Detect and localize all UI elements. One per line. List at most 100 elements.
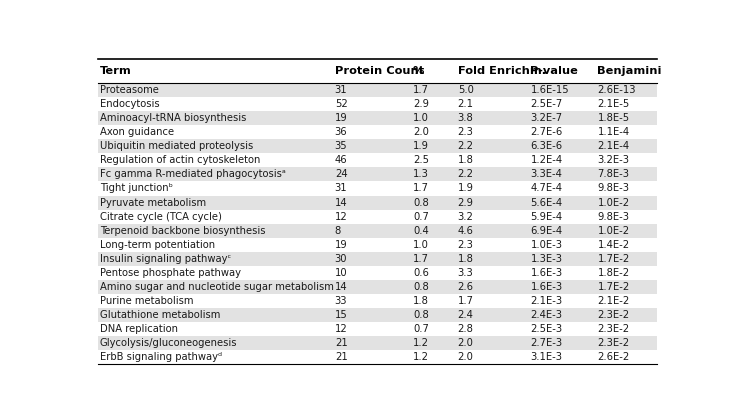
- Text: 1.8E-2: 1.8E-2: [598, 268, 629, 278]
- Text: 3.3E-4: 3.3E-4: [531, 169, 562, 179]
- Text: 1.8E-5: 1.8E-5: [598, 113, 629, 123]
- Bar: [98, 195, 657, 210]
- Text: 2.3E-2: 2.3E-2: [598, 324, 629, 334]
- Text: 1.7: 1.7: [413, 254, 429, 264]
- Text: Endocytosis: Endocytosis: [100, 99, 160, 109]
- Text: Ubiquitin mediated proteolysis: Ubiquitin mediated proteolysis: [100, 141, 253, 151]
- Text: Axon guidance: Axon guidance: [100, 127, 174, 137]
- Text: 1.8: 1.8: [458, 155, 473, 165]
- Text: 33: 33: [335, 296, 347, 306]
- Bar: [98, 167, 657, 181]
- Text: 1.3: 1.3: [413, 169, 429, 179]
- Text: 1.0E-2: 1.0E-2: [598, 197, 629, 208]
- Text: 12: 12: [335, 211, 347, 222]
- Text: 2.3: 2.3: [458, 127, 473, 137]
- Text: 19: 19: [335, 240, 347, 250]
- Text: 2.1E-2: 2.1E-2: [598, 296, 630, 306]
- Text: 2.7E-3: 2.7E-3: [531, 338, 562, 348]
- Text: 7.8E-3: 7.8E-3: [598, 169, 629, 179]
- Text: 9.8E-3: 9.8E-3: [598, 211, 629, 222]
- Text: 14: 14: [335, 282, 347, 292]
- Text: 1.7E-2: 1.7E-2: [598, 254, 630, 264]
- Text: 21: 21: [335, 338, 347, 348]
- Text: 2.6E-13: 2.6E-13: [598, 85, 636, 95]
- Text: 1.0: 1.0: [413, 113, 429, 123]
- Text: 1.4E-2: 1.4E-2: [598, 240, 629, 250]
- Text: 0.8: 0.8: [413, 197, 429, 208]
- Text: Terpenoid backbone biosynthesis: Terpenoid backbone biosynthesis: [100, 226, 266, 236]
- Text: 2.1E-5: 2.1E-5: [598, 99, 630, 109]
- Text: 31: 31: [335, 85, 347, 95]
- Text: 2.9: 2.9: [413, 99, 429, 109]
- Text: 0.8: 0.8: [413, 282, 429, 292]
- Text: 5.0: 5.0: [458, 85, 473, 95]
- Text: 1.7: 1.7: [413, 85, 429, 95]
- Text: 30: 30: [335, 254, 347, 264]
- Text: Insulin signaling pathwayᶜ: Insulin signaling pathwayᶜ: [100, 254, 231, 264]
- Text: 2.2: 2.2: [458, 169, 474, 179]
- Text: 4.7E-4: 4.7E-4: [531, 183, 562, 194]
- Text: 1.8: 1.8: [458, 254, 473, 264]
- Text: 2.9: 2.9: [458, 197, 474, 208]
- Bar: [98, 224, 657, 238]
- Text: 3.2: 3.2: [458, 211, 473, 222]
- Text: Long-term potentiation: Long-term potentiation: [100, 240, 215, 250]
- Text: 2.1E-4: 2.1E-4: [598, 141, 629, 151]
- Text: 2.7E-6: 2.7E-6: [531, 127, 562, 137]
- Text: 0.8: 0.8: [413, 310, 429, 320]
- Text: Fc gamma R-mediated phagocytosisᵃ: Fc gamma R-mediated phagocytosisᵃ: [100, 169, 286, 179]
- Text: 1.3E-3: 1.3E-3: [531, 254, 562, 264]
- Text: 31: 31: [335, 183, 347, 194]
- Text: 3.2E-3: 3.2E-3: [598, 155, 629, 165]
- Text: 3.3: 3.3: [458, 268, 473, 278]
- Text: Purine metabolism: Purine metabolism: [100, 296, 194, 306]
- Text: 36: 36: [335, 127, 347, 137]
- Text: 10: 10: [335, 268, 347, 278]
- Text: Term: Term: [100, 66, 132, 76]
- Text: 2.1E-3: 2.1E-3: [531, 296, 562, 306]
- Text: 3.8: 3.8: [458, 113, 473, 123]
- Text: 2.8: 2.8: [458, 324, 473, 334]
- Text: 3.1E-3: 3.1E-3: [531, 352, 562, 362]
- Text: DNA replication: DNA replication: [100, 324, 178, 334]
- Text: 2.5: 2.5: [413, 155, 429, 165]
- Text: 2.3E-2: 2.3E-2: [598, 310, 629, 320]
- Text: 3.2E-7: 3.2E-7: [531, 113, 562, 123]
- Text: Tight junctionᵇ: Tight junctionᵇ: [100, 183, 173, 194]
- Text: 2.5E-7: 2.5E-7: [531, 99, 562, 109]
- Text: 5.9E-4: 5.9E-4: [531, 211, 562, 222]
- Text: 6.3E-6: 6.3E-6: [531, 141, 562, 151]
- Text: 8: 8: [335, 226, 341, 236]
- Bar: [98, 111, 657, 125]
- Text: 1.9: 1.9: [413, 141, 429, 151]
- Text: 6.9E-4: 6.9E-4: [531, 226, 562, 236]
- Text: Glutathione metabolism: Glutathione metabolism: [100, 310, 220, 320]
- Text: 1.8: 1.8: [413, 296, 429, 306]
- Bar: [98, 252, 657, 266]
- Text: 2.4: 2.4: [458, 310, 473, 320]
- Text: 1.0: 1.0: [413, 240, 429, 250]
- Text: Regulation of actin cytoskeleton: Regulation of actin cytoskeleton: [100, 155, 261, 165]
- Text: Fold Enrichm.: Fold Enrichm.: [458, 66, 546, 76]
- Bar: [98, 83, 657, 97]
- Text: 4.6: 4.6: [458, 226, 473, 236]
- Text: 1.2E-4: 1.2E-4: [531, 155, 562, 165]
- Text: 1.7: 1.7: [413, 183, 429, 194]
- Text: 0.7: 0.7: [413, 211, 429, 222]
- Text: 52: 52: [335, 99, 347, 109]
- Text: 5.6E-4: 5.6E-4: [531, 197, 562, 208]
- Text: 0.4: 0.4: [413, 226, 429, 236]
- Text: 2.6E-2: 2.6E-2: [598, 352, 630, 362]
- Text: Benjamini: Benjamini: [598, 66, 662, 76]
- Text: P-value: P-value: [531, 66, 578, 76]
- Text: 2.1: 2.1: [458, 99, 474, 109]
- Text: 2.0: 2.0: [413, 127, 429, 137]
- Text: Protein Count: Protein Count: [335, 66, 424, 76]
- Text: 1.0E-3: 1.0E-3: [531, 240, 562, 250]
- Text: Citrate cycle (TCA cycle): Citrate cycle (TCA cycle): [100, 211, 222, 222]
- Text: 46: 46: [335, 155, 347, 165]
- Text: Proteasome: Proteasome: [100, 85, 159, 95]
- Bar: [98, 139, 657, 153]
- Text: 15: 15: [335, 310, 347, 320]
- Text: %: %: [413, 66, 425, 76]
